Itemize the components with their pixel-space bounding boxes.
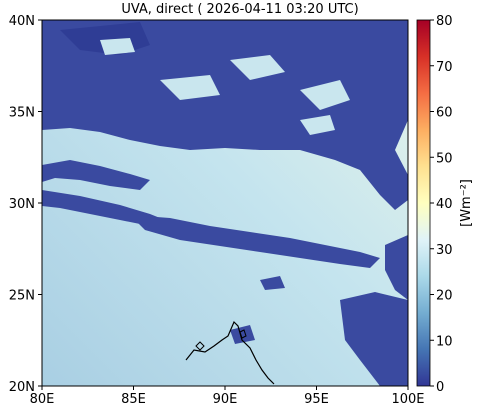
colorbar-tick-label: 20: [436, 289, 453, 304]
colorbar-tick-label: 70: [436, 60, 453, 75]
y-tick-label: 30N: [9, 197, 35, 212]
colorbar-tick-label: 10: [436, 334, 453, 349]
x-axis: [41, 386, 409, 390]
x-tick-label: 85E: [121, 392, 146, 407]
chart-title: UVA, direct ( 2026-04-11 03:20 UTC): [121, 2, 359, 17]
y-axis: [38, 19, 42, 387]
map-panel: [41, 19, 409, 387]
x-tick-label: 100E: [391, 392, 424, 407]
colorbar-tick-label: 50: [436, 151, 453, 166]
y-tick-label: 40N: [9, 14, 35, 29]
colorbar-tick-label: 0: [436, 380, 444, 395]
y-tick-label: 25N: [9, 289, 35, 304]
colorbar-tick-label: 30: [436, 243, 453, 258]
colorbar-tick-label: 60: [436, 106, 453, 121]
x-tick-label: 90E: [213, 392, 238, 407]
coastline-islands: [195, 329, 247, 351]
x-tick-label: 80E: [30, 392, 55, 407]
y-tick-label: 20N: [9, 380, 35, 395]
colorbar: 0 10 20 30 40 50 60 70 80 [Wm⁻²]: [416, 14, 474, 395]
cloud-mask: [42, 20, 408, 386]
colorbar-tick-label: 40: [436, 197, 453, 212]
colorbar-ramp: [416, 19, 431, 387]
colorbar-label: [Wm⁻²]: [459, 179, 474, 227]
x-tick-label: 95E: [304, 392, 329, 407]
colorbar-tick-label: 80: [436, 14, 453, 29]
y-tick-label: 35N: [9, 106, 35, 121]
coastline: [185, 320, 275, 385]
